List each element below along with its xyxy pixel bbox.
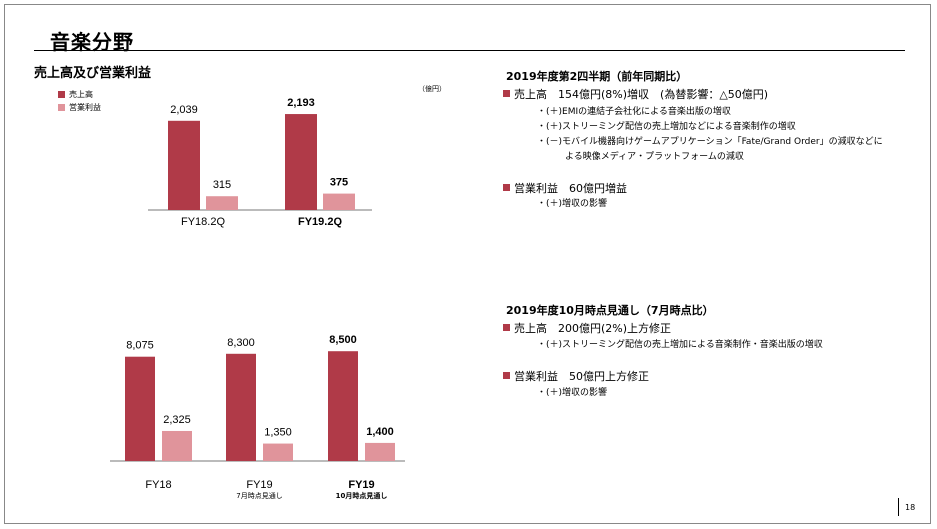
chart-1-bar-profit-1 xyxy=(206,196,238,210)
bullet-icon xyxy=(503,372,510,379)
chart-1-category-label-1: FY18.2Q xyxy=(181,216,225,228)
block1-heading: 2019年度第2四半期（前年同期比） xyxy=(506,70,688,83)
block2-item1-sub1: ・(＋)ストリーミング配信の売上増加による音楽制作・音楽出版の増収 xyxy=(537,340,823,350)
bullet-icon xyxy=(503,324,510,331)
bullet-icon xyxy=(503,184,510,191)
chart-1-bar-profit-2 xyxy=(323,193,355,210)
chart-2-data-label-profit-1: 2,325 xyxy=(163,414,191,426)
legend-label-sales: 売上高 xyxy=(69,90,93,99)
legend-swatch-sales xyxy=(58,91,65,98)
chart-1-bar-sales-1 xyxy=(168,120,200,210)
block2-item2-sub1: ・(＋)増収の影響 xyxy=(537,388,608,398)
chart-2-bar-profit-2 xyxy=(263,443,293,461)
bullet-icon xyxy=(503,90,510,97)
chart-1-data-label-profit-2: 375 xyxy=(330,177,348,189)
block2-item1: 売上高 200億円(2%)上方修正 xyxy=(503,320,671,336)
chart-1-data-label-sales-2: 2,193 xyxy=(287,97,315,109)
chart-2-category-label-3: FY19 xyxy=(348,479,374,491)
page-number: 18 xyxy=(905,503,916,512)
chart-2-category-sublabel-2: 7月時点見通し xyxy=(236,491,282,500)
block1-sub4: よる映像メディア・プラットフォームの減収 xyxy=(565,152,744,162)
chart-2-data-label-profit-3: 1,400 xyxy=(366,426,394,438)
block2-item2: 営業利益 50億円上方修正 xyxy=(503,368,649,384)
chart-1-bar-sales-2 xyxy=(285,114,317,210)
chart-legend: 売上高 営業利益 xyxy=(58,88,101,114)
chart-2-category-label-2: FY19 xyxy=(246,479,272,491)
legend-swatch-profit xyxy=(58,104,65,111)
section-title: 売上高及び営業利益 xyxy=(34,66,152,81)
chart-1-category-label-2: FY19.2Q xyxy=(298,216,342,228)
chart-2-bar-profit-1 xyxy=(162,430,192,461)
chart-2-data-label-sales-3: 8,500 xyxy=(329,334,357,346)
block2-item1-text: 売上高 200億円(2%)上方修正 xyxy=(514,322,672,335)
block1-item2-sub1: ・(＋)増収の影響 xyxy=(537,199,608,209)
chart-2-category-label-1: FY18 xyxy=(145,479,171,491)
legend-item-sales: 売上高 xyxy=(58,88,101,101)
chart-1-data-label-sales-1: 2,039 xyxy=(170,104,198,116)
chart-2-bar-profit-3 xyxy=(365,442,395,461)
chart-2-bar-sales-2 xyxy=(226,353,256,461)
chart-2-data-label-sales-2: 8,300 xyxy=(227,337,255,349)
unit-label: （億円） xyxy=(418,85,446,93)
block1-sub3: ・(－)モバイル機器向けゲームアプリケーション「Fate/Grand Order… xyxy=(537,137,883,147)
block1-sub1: ・(＋)EMIの連結子会社化による音楽出版の増収 xyxy=(537,107,731,117)
chart-2-bar-sales-3 xyxy=(328,351,358,461)
chart-2-data-label-profit-2: 1,350 xyxy=(264,427,292,439)
block2-heading: 2019年度10月時点見通し（7月時点比） xyxy=(506,304,714,317)
slide-frame xyxy=(4,4,931,524)
block1-item1: 売上高 154億円(8%)増収 (為替影響：△50億円) xyxy=(503,86,768,102)
chart-1-data-label-profit-1: 315 xyxy=(213,179,231,191)
block2-item2-text: 営業利益 50億円上方修正 xyxy=(514,370,649,383)
block1-item1-text: 売上高 154億円(8%)増収 (為替影響：△50億円) xyxy=(514,88,769,101)
title-divider xyxy=(34,50,905,51)
chart-2-category-sublabel-3: 10月時点見通し xyxy=(336,491,388,500)
legend-label-profit: 営業利益 xyxy=(69,103,101,112)
block1-item2-text: 営業利益 60億円増益 xyxy=(514,182,627,195)
block1-sub2: ・(＋)ストリーミング配信の売上増加などによる音楽制作の増収 xyxy=(537,122,796,132)
chart-2-data-label-sales-1: 8,075 xyxy=(126,340,154,352)
legend-item-profit: 営業利益 xyxy=(58,101,101,114)
block1-item2: 営業利益 60億円増益 xyxy=(503,180,627,196)
chart-2-bar-sales-1 xyxy=(125,356,155,461)
page-number-divider xyxy=(898,498,899,516)
